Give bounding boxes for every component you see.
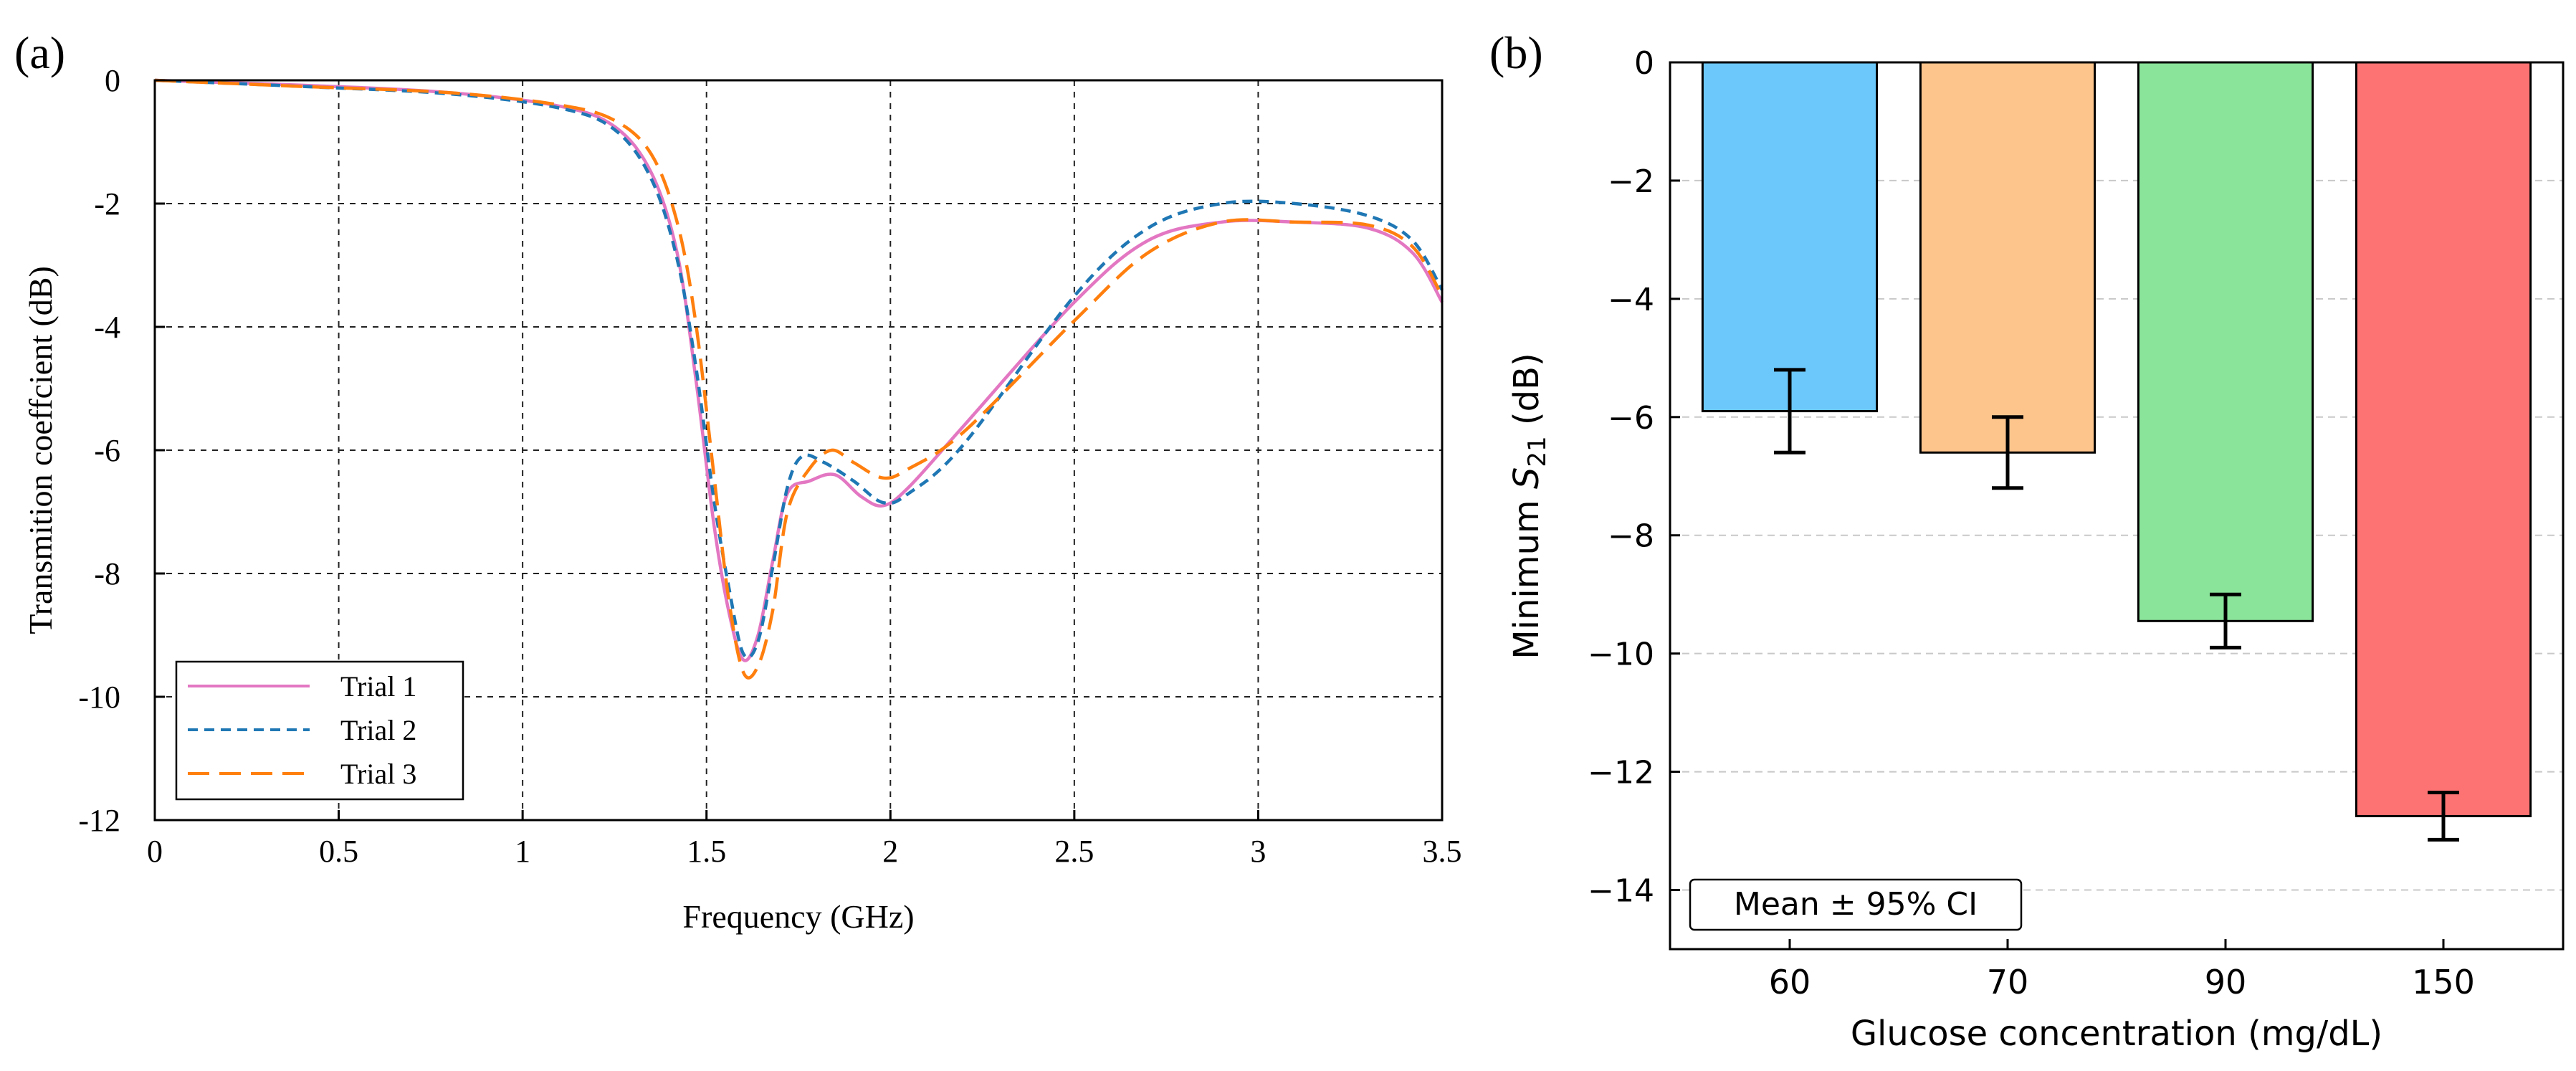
y-tick-label: −8: [1608, 518, 1654, 555]
x-tick-label-150: 150: [2412, 963, 2475, 1001]
y-label-subscript: 21: [1523, 436, 1552, 467]
x-tick-label: 1: [515, 834, 530, 869]
x-tick-label: 3.5: [1423, 834, 1462, 869]
legend-label-trial-2: Trial 2: [340, 714, 416, 746]
y-tick-label: −10: [1588, 637, 1654, 673]
panel-a-line-chart: (a) 0 0.5 1 1.5 2 2.5 3 3.5 0 -2 -4 -6 -8 -10 -12 Freq…: [14, 27, 1462, 935]
y-tick-label: 0: [105, 63, 120, 98]
y-label-unit: (dB): [1507, 353, 1547, 436]
panel-a-series-group: [154, 78, 1444, 680]
legend-box: [175, 660, 464, 801]
panel-b-annotation: Mean ± 95% CI: [1689, 878, 2023, 931]
panel-b-label: (b): [1489, 27, 1543, 78]
x-tick-label: 1.5: [687, 834, 726, 869]
series-line-trial-2: [154, 78, 1444, 660]
panel-b-bars: [1701, 61, 2532, 842]
x-tick-label: 2: [882, 834, 898, 869]
panel-a-x-axis-label: Frequency (GHz): [682, 898, 914, 935]
y-tick-label: −4: [1608, 282, 1654, 318]
x-tick-label: 0.5: [319, 834, 358, 869]
series-line-trial-3: [154, 78, 1444, 680]
panel-a-ticks: 0 0.5 1 1.5 2 2.5 3 3.5 0 -2 -4 -6 -8 -10 -12: [78, 63, 1461, 869]
x-tick-label-60: 60: [1769, 963, 1811, 1001]
y-tick-label: −12: [1588, 755, 1654, 791]
y-label-symbol: S: [1507, 467, 1547, 489]
panel-b-plot-frame: [1669, 61, 2565, 951]
bar-150: [2355, 61, 2532, 817]
x-tick-label-70: 70: [1987, 963, 2029, 1001]
panel-b-y-axis-label: Minimum S21 (dB): [1507, 353, 1552, 660]
panel-a-y-axis-label: Transmition coeffcient (dB): [22, 266, 59, 634]
series-line-trial-1: [154, 78, 1444, 662]
y-tick-label: −14: [1588, 873, 1654, 910]
legend-label-trial-3: Trial 3: [340, 758, 416, 790]
y-tick-label: -12: [78, 803, 120, 838]
y-tick-label: -4: [94, 310, 120, 345]
bar-70: [1919, 61, 2096, 454]
y-tick-label: −2: [1608, 163, 1654, 200]
annotation-box: [1689, 878, 2023, 931]
panel-a-grid: [155, 80, 1442, 820]
y-tick-label: -8: [94, 556, 120, 591]
y-tick-label: -2: [94, 186, 120, 222]
panel-b-x-axis-label: Glucose concentration (mg/dL): [1851, 1014, 2382, 1054]
x-tick-label-90: 90: [2205, 963, 2247, 1001]
y-label-main: Minimum: [1507, 489, 1547, 660]
x-tick-label: 3: [1250, 834, 1266, 869]
y-tick-label: 0: [1634, 45, 1654, 82]
panel-a-legend: Trial 1 Trial 2 Trial 3: [175, 660, 464, 801]
annotation-text: Mean ± 95% CI: [1734, 886, 1978, 923]
y-tick-label: −6: [1608, 400, 1654, 437]
panel-a-label: (a): [14, 27, 65, 78]
bar-90: [2137, 61, 2314, 622]
y-tick-label: -6: [94, 433, 120, 468]
y-tick-label: -10: [78, 680, 120, 715]
panel-b-ticks: 0 −2 −4 −6 −8 −10 −12 −14 60 70 90 150: [1588, 45, 2475, 1001]
x-tick-label: 2.5: [1054, 834, 1094, 869]
bar-60: [1701, 61, 1879, 413]
x-tick-label: 0: [147, 834, 163, 869]
legend-label-trial-1: Trial 1: [340, 670, 416, 703]
panel-b-bar-chart: (b) 0 −2 −4 −6 −8 −10 −12 −14 60 70 90 150 Glucose …: [1489, 27, 2565, 1054]
